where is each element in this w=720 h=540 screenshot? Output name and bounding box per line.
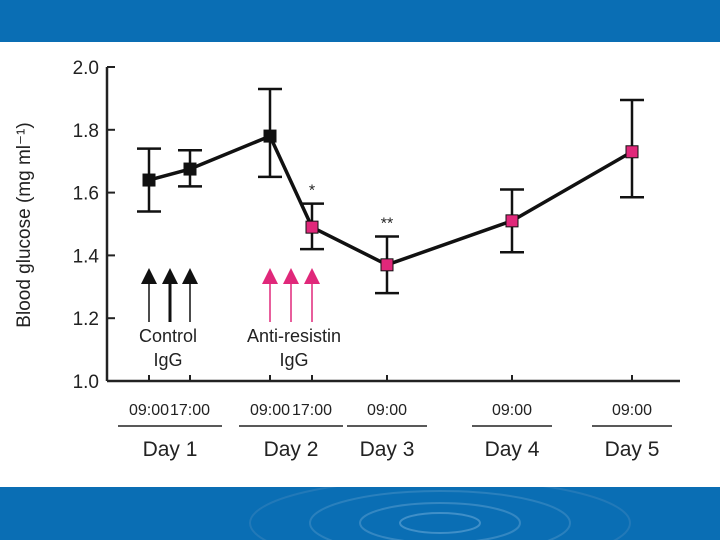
significance-annotations: *** <box>309 183 393 233</box>
significance-marker: ** <box>381 216 393 233</box>
time-label: 09:00 <box>129 402 169 419</box>
arrow-head <box>262 268 278 284</box>
arrow-head <box>283 268 299 284</box>
data-point-treatment <box>305 220 319 234</box>
data-point-control <box>263 129 277 143</box>
control-label-line2: IgG <box>153 350 182 370</box>
day-label: Day 3 <box>360 438 415 461</box>
data-point-control <box>183 162 197 176</box>
y-ticks: 1.0 1.2 1.4 1.6 1.8 2.0 <box>73 58 115 393</box>
water-ripple-decoration <box>249 487 631 540</box>
day-label: Day 1 <box>143 438 198 461</box>
y-tick-label: 2.0 <box>73 58 99 79</box>
data-point-treatment <box>380 258 394 272</box>
bottom-band <box>0 487 720 540</box>
data-markers <box>142 129 639 272</box>
time-label: 09:00 <box>367 402 407 419</box>
y-tick-label: 1.8 <box>73 121 99 142</box>
data-point-control <box>142 173 156 187</box>
arrow-head <box>162 268 178 284</box>
time-label: 17:00 <box>170 402 210 419</box>
treatment-label-line1: Anti-resistin <box>247 326 341 346</box>
day-label: Day 2 <box>264 438 319 461</box>
glucose-line <box>148 134 633 267</box>
time-label: 09:00 <box>492 402 532 419</box>
y-tick-label: 1.2 <box>73 309 99 330</box>
blood-glucose-chart: Blood glucose (mg ml⁻¹) 1.0 1.2 1.4 1.6 1.8 2… <box>14 58 680 461</box>
data-point-treatment <box>505 214 519 228</box>
x-ticks <box>148 375 633 381</box>
day-labels: Day 1 Day 2 Day 3 Day 4 Day 5 <box>118 425 672 461</box>
time-label: 17:00 <box>292 402 332 419</box>
day-label: Day 5 <box>605 438 660 461</box>
control-label-line1: Control <box>139 326 197 346</box>
y-axis-title: Blood glucose (mg ml⁻¹) <box>14 122 35 327</box>
y-tick-label: 1.6 <box>73 184 99 205</box>
arrow-head <box>182 268 198 284</box>
time-label: 09:00 <box>612 402 652 419</box>
treatment-label-line2: IgG <box>279 350 308 370</box>
y-tick-label: 1.4 <box>73 246 100 267</box>
arrow-head <box>304 268 320 284</box>
injection-arrows <box>141 268 320 322</box>
data-point-treatment <box>625 145 639 159</box>
top-band <box>0 0 720 42</box>
y-tick-label: 1.0 <box>73 372 99 393</box>
time-labels: 09:00 17:00 09:00 17:00 09:00 09:00 09:00 <box>129 402 652 419</box>
significance-marker: * <box>309 183 315 200</box>
day-label: Day 4 <box>485 438 540 461</box>
arrow-head <box>141 268 157 284</box>
time-label: 09:00 <box>250 402 290 419</box>
